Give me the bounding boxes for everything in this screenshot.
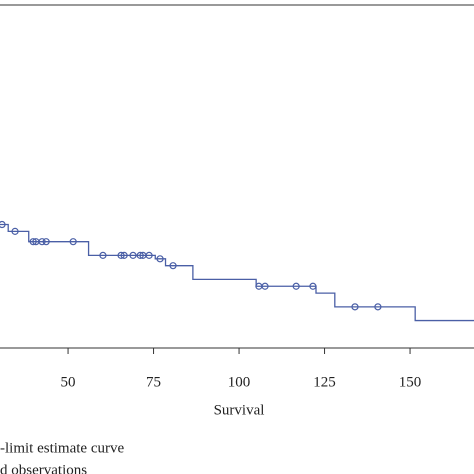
- censored-marker: [145, 251, 153, 259]
- censored-marker: [38, 238, 46, 246]
- survival-curve: [0, 223, 474, 322]
- legend-label: d observations: [0, 462, 87, 474]
- x-tick-label: 75: [146, 374, 161, 390]
- x-tick-label: 100: [228, 374, 251, 390]
- censored-marker: [261, 282, 269, 290]
- x-tick-label: 125: [313, 374, 336, 390]
- censored-marker: [11, 227, 19, 235]
- x-axis-label: Survival: [214, 402, 265, 418]
- censored-marker: [42, 238, 50, 246]
- censored-marker: [169, 262, 177, 270]
- censored-marker: [292, 282, 300, 290]
- censored-marker: [156, 255, 164, 263]
- censored-marker: [0, 220, 6, 229]
- legend-label: -limit estimate curve: [0, 440, 124, 456]
- x-tick-label: 150: [399, 374, 422, 390]
- censored-marker: [120, 251, 128, 259]
- censored-marker: [351, 303, 359, 311]
- censored-marker: [69, 238, 77, 246]
- censored-marker: [136, 251, 144, 259]
- censored-marker: [309, 282, 317, 290]
- x-tick-label: 50: [61, 374, 76, 390]
- censored-marker: [374, 303, 382, 311]
- censored-marker: [129, 251, 137, 259]
- censored-marker: [99, 251, 107, 259]
- censored-marker: [29, 238, 37, 246]
- censored-marker: [117, 251, 125, 259]
